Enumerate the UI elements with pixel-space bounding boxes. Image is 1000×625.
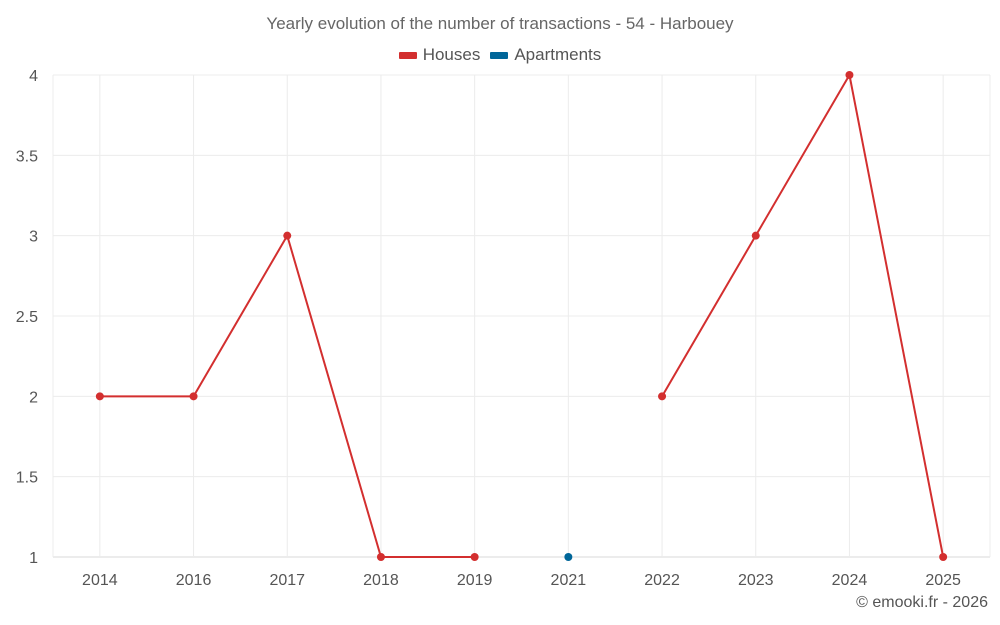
y-tick-label: 2.5 bbox=[16, 309, 38, 326]
x-tick-label: 2024 bbox=[832, 572, 868, 589]
legend-item-apartments[interactable]: Apartments bbox=[490, 45, 601, 65]
credit-text: © emooki.fr - 2026 bbox=[856, 594, 988, 611]
y-tick-label: 2 bbox=[29, 389, 38, 406]
x-tick-label: 2016 bbox=[176, 572, 212, 589]
x-tick-label: 2014 bbox=[82, 572, 118, 589]
data-point-houses[interactable] bbox=[751, 231, 760, 240]
data-point-houses[interactable] bbox=[283, 231, 292, 240]
legend-label-houses: Houses bbox=[422, 45, 481, 64]
x-tick-label: 2025 bbox=[925, 572, 961, 589]
data-point-houses[interactable] bbox=[845, 71, 854, 79]
series-line-houses bbox=[661, 74, 945, 558]
data-point-houses[interactable] bbox=[95, 392, 104, 401]
data-point-houses[interactable] bbox=[658, 392, 667, 401]
legend-swatch-houses bbox=[398, 51, 417, 59]
x-tick-label: 2018 bbox=[363, 572, 399, 589]
y-tick-label: 4 bbox=[29, 68, 38, 85]
chart-title: Yearly evolution of the number of transa… bbox=[266, 14, 734, 33]
legend-item-houses[interactable]: Houses bbox=[398, 45, 481, 65]
chart-legend: Houses Apartments bbox=[0, 45, 1000, 65]
x-tick-label: 2017 bbox=[269, 572, 305, 589]
y-tick-label: 1 bbox=[29, 550, 38, 567]
y-tick-label: 3.5 bbox=[16, 148, 38, 165]
data-point-apartments[interactable] bbox=[564, 553, 573, 561]
x-tick-label: 2021 bbox=[551, 572, 587, 589]
y-tick-label: 1.5 bbox=[16, 470, 38, 487]
data-point-houses[interactable] bbox=[939, 553, 948, 561]
legend-label-apartments: Apartments bbox=[514, 45, 602, 64]
data-point-houses[interactable] bbox=[470, 553, 479, 561]
y-tick-label: 3 bbox=[29, 229, 38, 246]
x-tick-label: 2019 bbox=[457, 572, 493, 589]
legend-swatch-apartments bbox=[490, 51, 509, 59]
x-tick-label: 2023 bbox=[738, 572, 774, 589]
data-point-houses[interactable] bbox=[189, 392, 198, 401]
x-tick-label: 2022 bbox=[644, 572, 680, 589]
data-point-houses[interactable] bbox=[376, 553, 385, 561]
